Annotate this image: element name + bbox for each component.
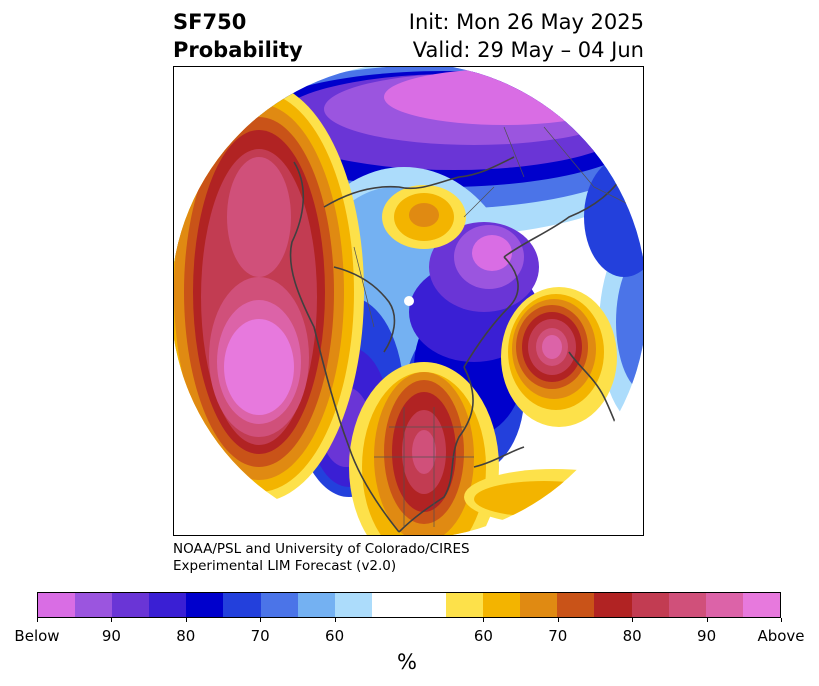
colorbar-cell: [483, 593, 521, 617]
colorbar-cell: [520, 593, 558, 617]
credit-line-2: Experimental LIM Forecast (v2.0): [173, 558, 397, 574]
colorbar-cell: [223, 593, 261, 617]
colorbar-cell: [112, 593, 150, 617]
title-right: Init: Mon 26 May 2025 Valid: 29 May – 04…: [409, 8, 644, 64]
colorbar-tick-mark: [781, 618, 782, 622]
colorbar-tick-mark: [111, 618, 113, 622]
colorbar-cell: [149, 593, 187, 617]
colorbar-tick-mark: [334, 618, 336, 622]
title-left: SF750 Probability: [173, 8, 303, 64]
colorbar-tick-label: 90: [101, 627, 121, 645]
coastlines: [289, 156, 630, 533]
colorbar-cell: [446, 593, 484, 617]
colorbar-tick-label: 90: [697, 627, 717, 645]
colorbar-tick-label: Above: [757, 627, 805, 645]
variable-name: SF750: [173, 10, 247, 34]
colorbar-tick-mark: [185, 618, 187, 622]
above-normal-region-pacific: [174, 82, 364, 502]
colorbar-tick-label: 60: [325, 627, 345, 645]
colorbar-tick-mark: [260, 618, 262, 622]
colorbar-tick-label: 70: [250, 627, 270, 645]
credit-line-1: NOAA/PSL and University of Colorado/CIRE…: [173, 541, 470, 557]
colorbar-tick-mark: [483, 618, 485, 622]
colorbar-cell: [334, 593, 372, 617]
colorbar-cell: [705, 593, 743, 617]
colorbar-tick-mark: [37, 618, 38, 622]
colorbar: [37, 592, 781, 618]
political-borders: [353, 106, 635, 527]
above-normal-region-atlantic: [501, 287, 617, 427]
colorbar-tick-mark: [557, 618, 559, 622]
colorbar-cell: [408, 593, 447, 617]
colorbar-tick-label: 80: [176, 627, 196, 645]
colorbar-cell: [631, 593, 669, 617]
colorbar-tick-label: Below: [14, 627, 60, 645]
colorbar-cell: [297, 593, 335, 617]
above-normal-region-arctic: [382, 185, 466, 249]
colorbar-cell: [557, 593, 595, 617]
probability-map: [174, 67, 643, 535]
colorbar-cell: [371, 593, 409, 617]
colorbar-cell: [75, 593, 113, 617]
colorbar-tick-mark: [632, 618, 634, 622]
colorbar-cell: [668, 593, 706, 617]
colorbar-tick-label: 70: [548, 627, 568, 645]
map-panel: [173, 66, 644, 536]
product-name: Probability: [173, 38, 303, 62]
below-normal-region-east: [584, 157, 643, 427]
colorbar-cell: [38, 593, 76, 617]
colorbar-tick-label: 80: [622, 627, 642, 645]
colorbar-cell: [742, 593, 780, 617]
north-pole-marker: [404, 296, 414, 306]
init-date: Init: Mon 26 May 2025: [408, 10, 644, 34]
credit: NOAA/PSL and University of Colorado/CIRE…: [173, 541, 470, 575]
colorbar-cell: [260, 593, 298, 617]
colorbar-unit: %: [397, 650, 417, 674]
colorbar-tick-label: 60: [473, 627, 493, 645]
colorbar-tick-mark: [706, 618, 708, 622]
colorbar-cell: [594, 593, 632, 617]
valid-range: Valid: 29 May – 04 Jun: [412, 38, 644, 62]
colorbar-cell: [186, 593, 224, 617]
